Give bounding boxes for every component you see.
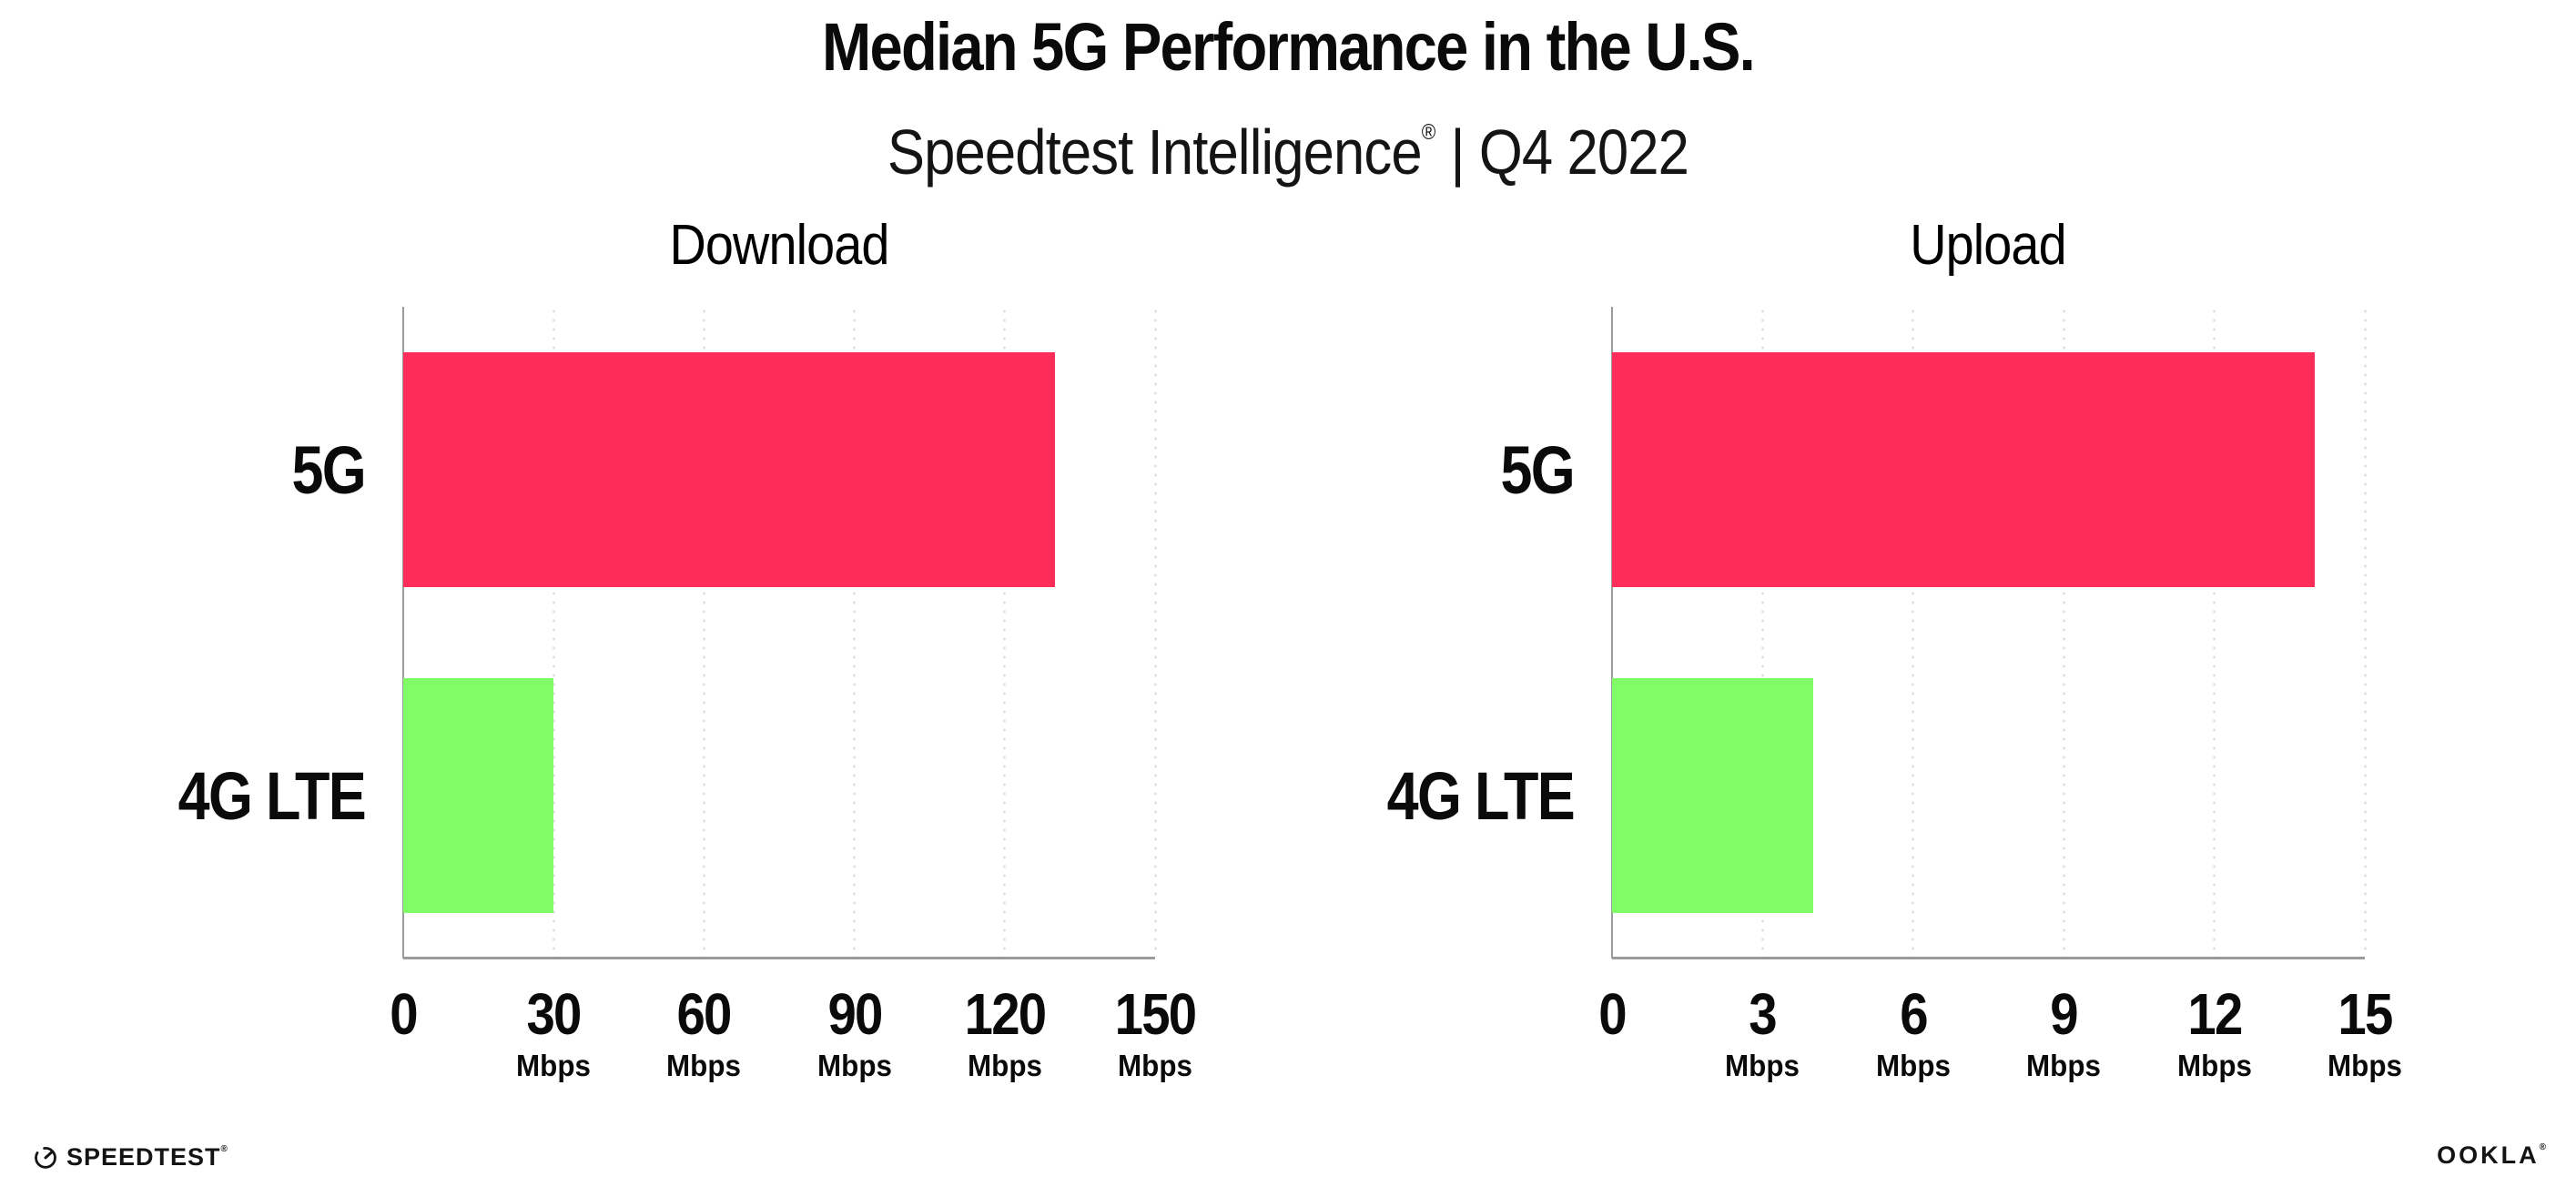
gridline: [2363, 307, 2367, 957]
gridline: [2213, 307, 2216, 957]
x-tick-label: 15: [2338, 981, 2393, 1047]
subtitle-period: | Q4 2022: [1435, 117, 1689, 188]
x-tick-label: 3: [1749, 981, 1778, 1047]
plot-area-download: 0 30 Mbps 60 Mbps 90 Mbps 120 Mbps 150 Mbps 5G 4G LT…: [178, 307, 1197, 1081]
gridline: [1003, 307, 1007, 957]
gridline: [1912, 307, 1915, 957]
ookla-registered-mark: ®: [2539, 1142, 2546, 1152]
gridline: [2062, 307, 2065, 957]
panel-title-download: Download: [669, 214, 890, 277]
speedtest-logo: SPEEDTEST®: [33, 1141, 228, 1173]
gridline: [853, 307, 857, 957]
bar-5g: [1612, 352, 2315, 587]
bar-4g-lte: [1612, 678, 1813, 913]
speedtest-gauge-icon: [35, 1146, 56, 1169]
gridline: [1760, 307, 1764, 957]
subtitle-brand: Speedtest Intelligence: [887, 117, 1423, 188]
plot-area-upload: 0 3 Mbps 6 Mbps 9 Mbps 12 Mbps 15 Mbps 5G 4G LTE: [1387, 307, 2402, 1081]
x-tick-unit: Mbps: [2026, 1049, 2102, 1082]
x-tick-label: 0: [390, 981, 418, 1047]
x-tick-unit: Mbps: [816, 1049, 892, 1082]
bar-5g: [403, 352, 1055, 587]
x-tick-label: 90: [827, 981, 883, 1047]
x-tick-unit: Mbps: [1875, 1049, 1951, 1082]
ookla-wordmark: OOKLA: [2437, 1141, 2540, 1169]
speedtest-registered-mark: ®: [220, 1143, 228, 1154]
x-tick-label: 6: [1900, 981, 1928, 1047]
registered-mark: ®: [1421, 120, 1436, 145]
x-axis-line: [403, 957, 1155, 959]
bar-4g-lte: [403, 678, 554, 913]
x-axis-line: [1612, 957, 2365, 959]
category-label-4g-lte: 4G LTE: [1386, 757, 1576, 834]
ookla-logo: OOKLA®: [2437, 1141, 2546, 1169]
x-tick-label: 60: [676, 981, 733, 1047]
x-tick-unit: Mbps: [2328, 1049, 2402, 1082]
gridline: [1153, 307, 1157, 957]
x-tick-label: 150: [1114, 981, 1197, 1047]
x-tick-label: 12: [2187, 981, 2243, 1047]
gridline: [702, 307, 705, 957]
x-tick-label: 0: [1598, 981, 1627, 1047]
x-tick-unit: Mbps: [516, 1049, 592, 1082]
panel-title-upload: Upload: [1910, 214, 2066, 277]
x-tick-unit: Mbps: [666, 1049, 742, 1082]
speedtest-text: SPEEDTEST: [66, 1142, 221, 1171]
x-tick-unit: Mbps: [1725, 1049, 1800, 1082]
speedtest-wordmark: SPEEDTEST®: [66, 1142, 228, 1171]
y-axis-line: [1611, 307, 1613, 959]
gridline: [552, 307, 555, 957]
category-label-5g: 5G: [1500, 431, 1575, 508]
page-title: Median 5G Performance in the U.S.: [822, 9, 1756, 85]
category-label-5g: 5G: [291, 431, 366, 508]
x-tick-unit: Mbps: [1118, 1049, 1192, 1082]
y-axis-line: [402, 307, 404, 959]
x-tick-unit: Mbps: [967, 1049, 1042, 1082]
category-label-4g-lte: 4G LTE: [177, 757, 367, 834]
x-tick-unit: Mbps: [2176, 1049, 2252, 1082]
x-tick-label: 120: [964, 981, 1046, 1047]
page-subtitle: Speedtest Intelligence® | Q4 2022: [155, 95, 2421, 190]
x-tick-label: 30: [526, 981, 583, 1047]
x-tick-label: 9: [2050, 981, 2078, 1047]
